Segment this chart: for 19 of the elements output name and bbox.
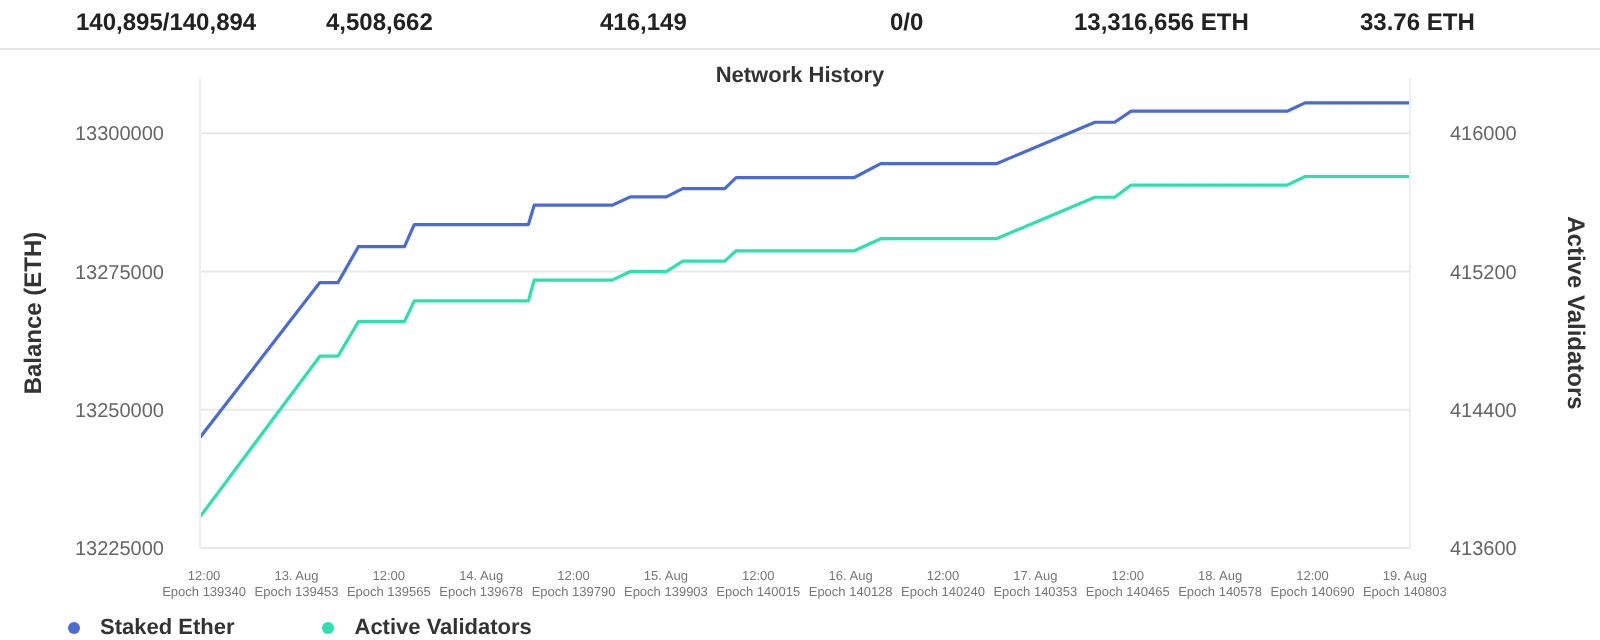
y2-tick-label: 416000 [1450, 124, 1518, 147]
legend-label: Active Validators [354, 616, 532, 640]
text: 33.76 ETH [1360, 8, 1475, 36]
text: 140,895/140,894 [76, 8, 257, 36]
text: 13,316,656 ETH [1074, 8, 1249, 36]
text: 0/0 [890, 8, 924, 36]
y2-tick-label: 415200 [1450, 262, 1518, 285]
legend-label: Staked Ether [100, 616, 235, 640]
y2-tick-label: 414400 [1450, 400, 1518, 423]
y-tick-label: 13275000 [75, 262, 165, 285]
y-axis-title: Balance (ETH) [18, 231, 47, 395]
y-tick-label: 13225000 [75, 539, 165, 562]
text: 4,508,662 [326, 8, 433, 36]
text: 416,149 [600, 8, 687, 36]
y2-tick-label: 413600 [1450, 539, 1518, 562]
y-tick-label: 13250000 [75, 400, 165, 423]
y-tick-label: 13300000 [75, 124, 165, 147]
chart-title: Network History [713, 64, 887, 88]
y2-axis-title: Active Validators [1561, 216, 1590, 411]
